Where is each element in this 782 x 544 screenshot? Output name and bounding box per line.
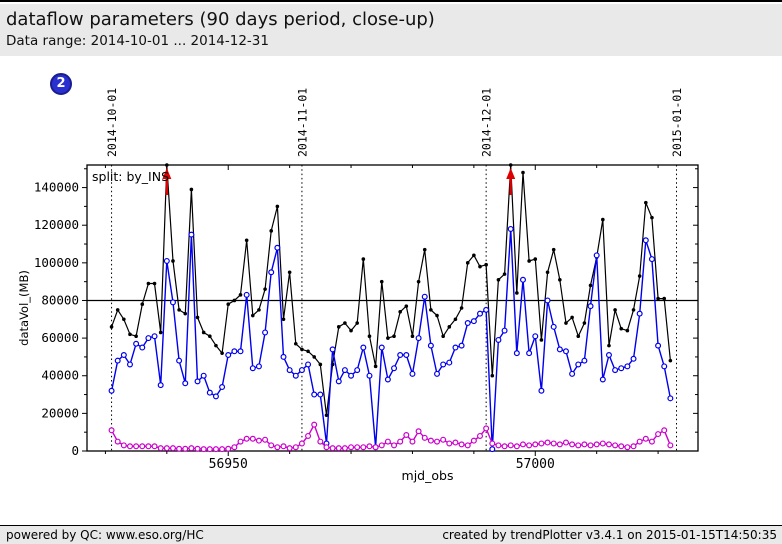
split-annotation: split: by_INS: [92, 169, 169, 184]
outlier-arrows: [162, 168, 516, 195]
series-black: [109, 163, 673, 418]
y-tick-label: 120000: [34, 217, 79, 232]
y-tick-label: 40000: [41, 368, 79, 383]
y-tick-label: 60000: [41, 330, 79, 345]
x-tick-label: 56950: [209, 457, 248, 472]
x-axis-title: mjd_obs: [402, 468, 454, 483]
outlier-arrow-head: [162, 168, 172, 179]
date-line-label: 2014-12-01: [480, 88, 494, 157]
y-tick-label: 0: [71, 443, 79, 458]
outlier-arrow-shaft: [509, 177, 512, 195]
report-header: dataflow parameters (90 days period, clo…: [0, 4, 782, 56]
x-axis: 56950 57000 mjd_obs: [104, 165, 659, 483]
page-title: dataflow parameters (90 days period, clo…: [6, 9, 435, 30]
y-tick-label: 140000: [34, 180, 79, 195]
series-line: [111, 164, 671, 416]
date-line-label: 2015-01-01: [670, 88, 684, 157]
plot-border: [86, 164, 699, 452]
footer-powered-by: powered by QC: www.eso.org/HC: [6, 528, 204, 542]
y-tick-label: 20000: [41, 405, 79, 420]
chart-area: 2014-10-01 2014-11-01 2014-12-01 2015-01-01…: [0, 56, 782, 525]
outlier-arrow-shaft: [165, 177, 169, 195]
y-tick-label: 80000: [41, 292, 79, 307]
plot-index-badge[interactable]: 2: [50, 73, 72, 95]
y-tick-label: 100000: [34, 255, 79, 270]
series-magenta: [108, 421, 674, 453]
series-blue: [108, 225, 674, 453]
axes-frame: [86, 164, 699, 452]
report-footer: powered by QC: www.eso.org/HC created by…: [0, 525, 782, 544]
y-axis-title: dataVol_(MB): [17, 270, 31, 346]
date-line-label: 2014-10-01: [105, 88, 119, 157]
footer-created-by: created by trendPlotter v3.4.1 on 2015-0…: [442, 528, 777, 542]
trend-chart: 2014-10-01 2014-11-01 2014-12-01 2015-01-01…: [17, 88, 699, 483]
outlier-arrow-head: [506, 168, 516, 179]
data-range-subtitle: Data range: 2014-10-01 ... 2014-12-31: [6, 33, 269, 49]
x-tick-label: 57000: [516, 457, 555, 472]
y-axis: 0 20000 40000 60000 80000 100000 120000 140000 d…: [17, 168, 698, 458]
date-line-label: 2014-11-01: [295, 88, 309, 157]
